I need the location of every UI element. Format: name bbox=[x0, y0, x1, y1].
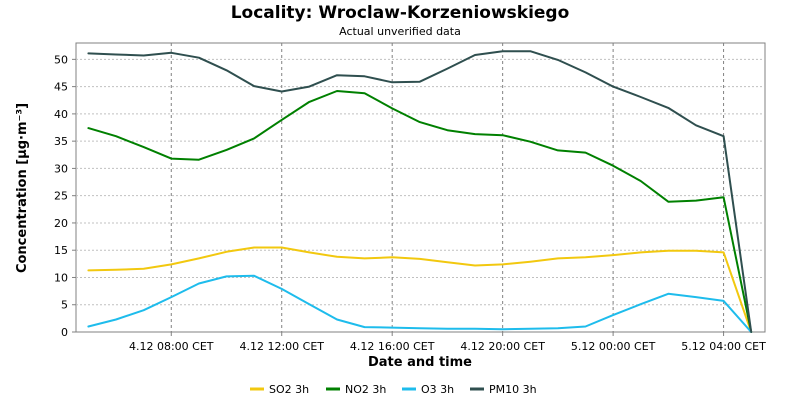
x-tick-label: 4.12 16:00 CET bbox=[350, 340, 435, 353]
series-layer bbox=[87, 50, 753, 333]
x-tick-label: 5.12 04:00 CET bbox=[681, 340, 766, 353]
legend-label: SO2 3h bbox=[269, 383, 309, 396]
x-tick-label: 4.12 12:00 CET bbox=[239, 340, 324, 353]
legend-label: PM10 3h bbox=[489, 383, 537, 396]
y-tick-label: 25 bbox=[54, 190, 68, 203]
y-tick-label: 10 bbox=[54, 271, 68, 284]
y-tick-label: 15 bbox=[54, 244, 68, 257]
series-line-1 bbox=[87, 246, 753, 333]
series-line-3 bbox=[87, 274, 753, 333]
x-tick-label: 5.12 00:00 CET bbox=[571, 340, 656, 353]
y-tick-label: 20 bbox=[54, 217, 68, 230]
grid-layer bbox=[76, 43, 765, 332]
y-axis: 0 5 10 15 20 25 30 35 40 45 50 bbox=[54, 53, 76, 339]
legend: SO2 3h NO2 3h O3 3h PM10 3h bbox=[250, 383, 537, 396]
y-tick-label: 35 bbox=[54, 135, 68, 148]
series-line-4 bbox=[87, 50, 753, 333]
x-axis-label: Date and time bbox=[368, 355, 472, 370]
x-axis: 4.12 08:00 CET 4.12 12:00 CET 4.12 16:00 C… bbox=[129, 332, 766, 353]
legend-label: O3 3h bbox=[421, 383, 454, 396]
x-tick-label: 4.12 20:00 CET bbox=[460, 340, 545, 353]
legend-label: NO2 3h bbox=[345, 383, 386, 396]
y-tick-label: 50 bbox=[54, 53, 68, 66]
x-tick-label: 4.12 08:00 CET bbox=[129, 340, 214, 353]
chart-subtitle: Actual unverified data bbox=[339, 25, 461, 38]
y-tick-label: 40 bbox=[54, 108, 68, 121]
y-tick-label: 45 bbox=[54, 81, 68, 94]
series-line-2 bbox=[87, 90, 753, 333]
y-tick-label: 30 bbox=[54, 162, 68, 175]
y-axis-label: Concentration [µg·m⁻³] bbox=[15, 103, 30, 273]
chart-title: Locality: Wroclaw-Korzeniowskiego bbox=[231, 3, 570, 23]
y-tick-label: 5 bbox=[61, 299, 68, 312]
y-tick-label: 0 bbox=[61, 326, 68, 339]
